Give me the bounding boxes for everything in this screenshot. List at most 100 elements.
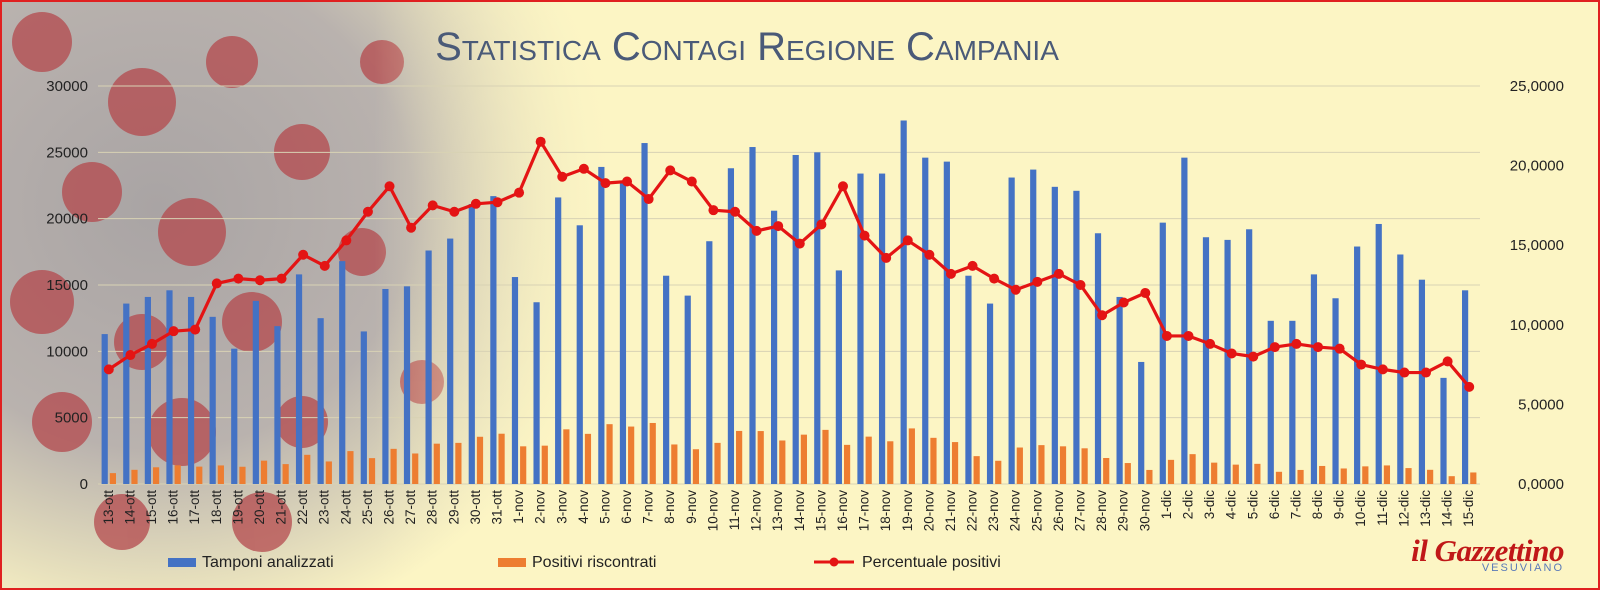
legend-swatch-tamponi (168, 558, 196, 567)
x-tick-label: 5-nov (597, 490, 612, 524)
bar-positivi (1124, 463, 1131, 484)
bar-positivi (973, 456, 980, 484)
point-percentuale (319, 260, 330, 271)
point-percentuale (1356, 359, 1367, 370)
point-percentuale (989, 273, 1000, 284)
point-percentuale (578, 163, 589, 174)
x-tick-label: 14-ott (122, 490, 137, 525)
bar-tamponi (533, 302, 540, 484)
x-tick-label: 18-nov (878, 490, 893, 532)
point-percentuale (1464, 381, 1475, 392)
bar-positivi (390, 448, 397, 484)
bar-positivi (1319, 465, 1326, 484)
bar-positivi (304, 454, 311, 484)
bar-tamponi (360, 331, 367, 484)
bar-positivi (584, 433, 592, 484)
x-tick-label: 2-dic (1180, 490, 1195, 520)
bar-tamponi (1332, 298, 1339, 484)
point-percentuale (1075, 280, 1086, 290)
bar-positivi (887, 441, 894, 484)
point-percentuale (859, 230, 870, 241)
x-tick-label: 1-dic (1159, 490, 1174, 520)
bar-positivi (476, 436, 484, 484)
bar-positivi (1103, 457, 1110, 484)
x-tick-label: 7-nov (641, 490, 656, 524)
bar-positivi (217, 465, 224, 484)
bar-positivi (800, 434, 807, 484)
bar-positivi (368, 458, 376, 484)
bar-tamponi (792, 154, 799, 484)
y-right-tick-label: 15,0000 (1510, 237, 1564, 254)
bar-tamponi (1310, 274, 1318, 484)
bar-positivi (1146, 469, 1153, 484)
legend-label-percentuale: Percentuale positivi (862, 554, 1001, 571)
bar-positivi (152, 467, 160, 484)
x-tick-label: 12-dic (1396, 490, 1411, 527)
x-tick-label: 30-nov (1137, 490, 1152, 532)
bar-tamponi (231, 348, 238, 484)
point-percentuale (665, 165, 676, 176)
bar-tamponi (900, 120, 907, 484)
point-percentuale (967, 260, 978, 271)
point-percentuale (168, 326, 179, 337)
bar-positivi (325, 461, 332, 484)
bar-positivi (1232, 464, 1239, 484)
point-percentuale (535, 136, 546, 147)
x-tick-label: 27-nov (1073, 490, 1088, 532)
x-tick-label: 13-ott (101, 490, 116, 525)
bar-positivi (822, 429, 829, 484)
point-percentuale (643, 194, 654, 205)
x-tick-label: 12-nov (749, 490, 764, 532)
bar-tamponi (1224, 239, 1231, 484)
x-tick-label: 9-dic (1332, 490, 1347, 520)
bar-tamponi (274, 326, 281, 484)
bar-positivi (260, 460, 268, 484)
legend-marker-percentuale (829, 557, 839, 567)
x-tick-label: 16-ott (166, 490, 181, 525)
bar-tamponi (1159, 222, 1166, 484)
x-tick-label: 22-ott (295, 490, 310, 525)
x-tick-label: 15-nov (813, 490, 828, 532)
bar-positivi (628, 426, 635, 484)
legend-label-tamponi: Tamponi analizzati (202, 554, 334, 571)
bar-positivi (671, 444, 678, 484)
bar-tamponi (403, 286, 411, 484)
bar-tamponi (1375, 223, 1382, 484)
x-tick-label: 25-ott (360, 490, 375, 525)
x-tick-label: 13-dic (1418, 490, 1433, 527)
point-percentuale (1313, 342, 1324, 353)
bar-tamponi (878, 173, 886, 484)
y-axis-left: 0 5000 10000 15000 20000 25000 30000 (46, 78, 88, 493)
x-tick-label: 29-nov (1116, 490, 1131, 532)
x-tick-label: 6-nov (619, 490, 634, 524)
x-tick-label: 9-nov (684, 490, 699, 524)
x-tick-label: 28-nov (1094, 490, 1109, 532)
bar-positivi (1470, 472, 1477, 484)
point-percentuale (622, 176, 633, 187)
bar-positivi (1340, 468, 1347, 484)
bar-tamponi (619, 181, 627, 484)
bar-tamponi (814, 152, 821, 485)
bar-tamponi (1397, 254, 1404, 484)
x-tick-label: 30-ott (468, 490, 483, 525)
x-tick-label: 13-nov (770, 490, 785, 532)
bar-positivi (1189, 454, 1196, 484)
point-percentuale (773, 221, 784, 232)
bar-tamponi (1094, 233, 1102, 484)
bar-positivi (908, 428, 915, 484)
y-right-tick-label: 10,0000 (1510, 317, 1564, 334)
bars (101, 120, 1477, 485)
virus-background-image (2, 2, 622, 588)
point-percentuale (406, 222, 417, 233)
point-percentuale (1161, 330, 1172, 341)
y-axis-right: 0,0000 5,0000 10,0000 15,0000 20,0000 25,0000 (1510, 78, 1564, 493)
bar-positivi (412, 453, 419, 484)
bar-tamponi (771, 210, 778, 484)
bar-positivi (109, 473, 116, 484)
point-percentuale (1334, 343, 1345, 354)
bar-positivi (282, 464, 289, 484)
x-tick-label: 4-nov (576, 490, 591, 524)
bar-positivi (455, 442, 462, 484)
point-percentuale (557, 171, 568, 182)
bar-tamponi (382, 288, 389, 484)
